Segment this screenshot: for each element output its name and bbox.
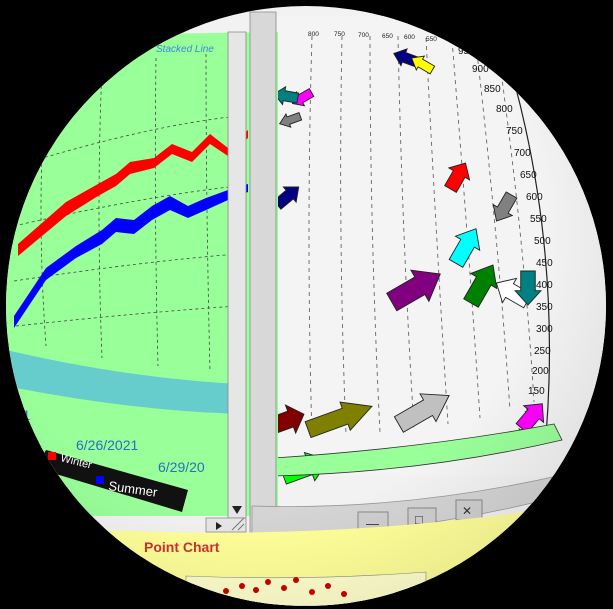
desktop-canvas: 800 750 700 650 600 550 950 900 850 800 …	[6, 11, 606, 606]
right-tick-label: 400	[536, 280, 553, 291]
right-tick-label: 450	[536, 258, 553, 269]
right-tick-label: 150	[528, 386, 545, 397]
right-tick-label: 600	[526, 192, 543, 203]
arrow-mark	[492, 191, 518, 222]
right-tick-label: 200	[532, 366, 549, 377]
arrow-chart-top-axis: 800 750 700 650 600 550	[308, 31, 437, 43]
top-tick-label: 550	[426, 36, 437, 43]
right-tick-label: 650	[520, 170, 537, 181]
right-tick-label: 500	[534, 236, 551, 247]
legend-swatch-summer	[96, 476, 104, 484]
stacked-line-date-axis: 6/23/2021 6/26/2021 6/29/20	[6, 407, 205, 475]
window-frame-edge	[249, 11, 277, 537]
right-tick-label: 700	[514, 148, 531, 159]
left-window-hscroll[interactable]	[205, 517, 247, 533]
point-chart-plot	[185, 571, 427, 606]
point-chart-title: Point Chart	[144, 539, 220, 555]
arrow-mark	[463, 264, 498, 308]
right-tick-label: 950	[458, 46, 475, 57]
arrow-mark	[304, 401, 373, 439]
legend-label-summer: Summer	[108, 478, 159, 500]
close-button[interactable]: ✕	[455, 499, 483, 521]
arrow-mark	[513, 270, 543, 306]
top-tick-label: 650	[382, 33, 393, 40]
stacked-line-title: Stacked Line	[156, 44, 214, 55]
right-tick-label: 550	[530, 214, 547, 225]
right-tick-label: 300	[536, 324, 553, 335]
top-tick-label: 800	[308, 31, 319, 38]
arrow-mark	[278, 111, 303, 128]
top-tick-label: 600	[404, 34, 415, 41]
point-chart-window: Point Chart	[46, 506, 566, 606]
stacked-line-lower-band	[6, 350, 238, 414]
arrow-mark	[444, 162, 471, 193]
arrow-series	[268, 48, 545, 485]
summer-series-band	[14, 184, 248, 328]
maximize-icon: □	[415, 512, 423, 527]
right-tick-label: 350	[536, 302, 553, 313]
arrow-mark	[448, 228, 481, 268]
left-window-scrollbar[interactable]	[227, 31, 247, 519]
arrow-chart-footer-strip	[273, 423, 563, 477]
arrow-mark	[386, 269, 441, 312]
top-tick-label: 700	[358, 32, 369, 39]
legend-swatch-winter	[48, 452, 56, 460]
arrow-mark	[410, 55, 436, 75]
sphere-view: 800 750 700 650 600 550 950 900 850 800 …	[6, 6, 606, 606]
arrow-chart-right-axis	[503, 45, 551, 437]
stacked-line-window: Stacked Line	[6, 11, 278, 537]
legend-box	[36, 450, 188, 512]
top-tick-label: 750	[334, 31, 345, 38]
close-icon: ✕	[462, 504, 472, 518]
right-tick-label: 800	[496, 104, 513, 115]
date-label: 6/29/20	[158, 459, 205, 475]
arrow-chart-window: 800 750 700 650 600 550 950 900 850 800 …	[268, 16, 606, 485]
resize-grip-icon[interactable]	[231, 517, 245, 531]
scroll-right-arrow-icon[interactable]	[216, 522, 222, 530]
arrow-chart-right-axis-labels: 950 900 850 800 750 700 650 600 550 500 …	[458, 46, 553, 433]
arrow-mark	[273, 186, 300, 210]
scroll-down-arrow-icon[interactable]	[232, 506, 242, 514]
point-chart-panel	[46, 506, 566, 606]
arrow-chart-plot	[274, 16, 606, 476]
date-label: 6/26/2021	[76, 437, 138, 453]
stacked-line-legend: Winter Summer	[36, 450, 188, 512]
right-tick-label: 750	[506, 126, 523, 137]
point-chart-markers	[223, 577, 347, 597]
right-tick-label: 850	[484, 84, 501, 95]
right-tick-label: 250	[534, 346, 551, 357]
arrow-mark	[393, 393, 450, 433]
arrow-mark	[273, 85, 300, 106]
date-label: 6/23/2021	[6, 407, 30, 423]
right-tick-label: 900	[472, 64, 489, 75]
